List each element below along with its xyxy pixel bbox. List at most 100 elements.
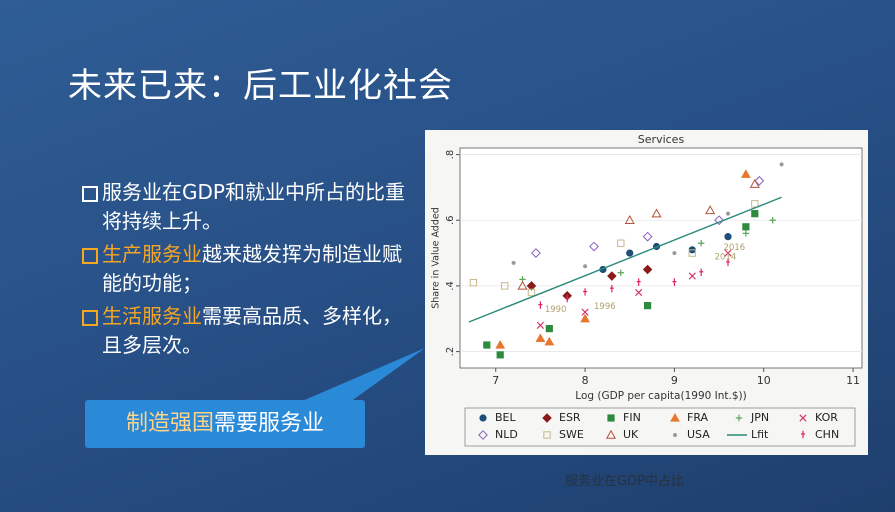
highlight-text: 生活服务业 (102, 304, 202, 328)
legend-label: JPN (750, 411, 769, 424)
legend-swatch (542, 413, 552, 423)
point-annotation: 1996 (594, 302, 616, 312)
y-tick-label: .6 (445, 215, 456, 225)
chart-title: Services (638, 133, 685, 146)
legend-box (464, 407, 856, 447)
legend-label: ESR (559, 411, 581, 424)
x-tick-label: 7 (492, 374, 499, 387)
legend-swatch (605, 429, 617, 439)
point (724, 233, 732, 241)
y-tick-label: .4 (445, 281, 456, 291)
point (769, 217, 776, 224)
point (544, 336, 555, 346)
legend-label: USA (687, 428, 710, 441)
callout: 制造强国需要服务业 (85, 400, 365, 448)
point (527, 288, 536, 297)
x-tick-label: 9 (671, 374, 678, 387)
highlight-text: 制造强国 (125, 411, 214, 436)
point (495, 340, 506, 349)
x-tick-label: 10 (757, 374, 771, 387)
bullet-text: 越来越发挥为制造业赋能的功能； (102, 242, 402, 295)
legend-swatch (735, 414, 743, 422)
fit-line (468, 196, 782, 323)
y-tick-label: .2 (445, 347, 456, 357)
point (483, 341, 491, 349)
legend-label: SWE (559, 428, 584, 441)
point (538, 301, 543, 309)
legend-swatch (672, 432, 677, 437)
legend-swatch (799, 414, 807, 422)
point (609, 284, 614, 293)
point (705, 205, 716, 215)
point (725, 211, 730, 216)
point (688, 272, 696, 280)
point (589, 241, 599, 252)
plot-area (459, 147, 863, 369)
legend-swatch (801, 430, 805, 439)
x-axis-label: Log (GDP per capita(1990 Int.$)) (575, 390, 746, 402)
point (565, 294, 570, 303)
point (651, 208, 662, 218)
point (636, 278, 641, 286)
point (580, 313, 590, 323)
legend-label: UK (623, 428, 639, 441)
bullet: 生活服务业需要高品质、多样化，且多层次。 (80, 302, 410, 360)
point (699, 268, 704, 276)
pointer-shape (300, 348, 425, 402)
legend-label: FIN (623, 411, 641, 424)
chart-box: Services .2 .4 .6 .8 7 8 9 10 11 Log (GDP per capi… (425, 130, 868, 455)
caption: 服务业在GDP中占比 (565, 474, 684, 489)
x-tick-label: 11 (846, 374, 860, 387)
point (617, 239, 625, 247)
chart: Services .2 .4 .6 .8 7 8 9 10 11 Log (GDP per capi… (431, 133, 863, 447)
bullet-box (82, 186, 98, 202)
y-tick-label: .8 (445, 150, 456, 160)
point (742, 223, 750, 231)
legend-label: CHN (815, 428, 839, 441)
point (626, 249, 634, 257)
point (583, 264, 588, 269)
point (688, 249, 696, 257)
point (642, 264, 653, 275)
point (536, 321, 545, 329)
bullet: 生产服务业越来越发挥为制造业赋能的功能； (80, 240, 410, 298)
point (698, 240, 705, 247)
point (751, 210, 759, 218)
point (624, 215, 635, 224)
point (517, 280, 528, 290)
bullet-text: 服务业在GDP和就业中所占的比重将持续上升。 (102, 180, 405, 233)
legend-swatch (670, 412, 680, 422)
bullet-text: 需要高品质、多样化，且多层次。 (102, 304, 402, 357)
bullet-list: 服务业在GDP和就业中所占的比重将持续上升。生产服务业越来越发挥为制造业赋能的功… (80, 178, 410, 364)
point (672, 251, 677, 256)
legend-swatch (478, 430, 488, 440)
point (740, 169, 751, 178)
point (742, 230, 750, 237)
point (531, 248, 541, 258)
point (672, 278, 677, 286)
legend-swatch (543, 431, 551, 439)
point (749, 178, 760, 188)
point (607, 271, 617, 281)
legend-swatch (479, 414, 487, 422)
point (469, 278, 478, 287)
point (581, 308, 589, 316)
point (583, 288, 588, 296)
point (535, 333, 546, 343)
legend-swatch (607, 414, 615, 422)
bullet-box (82, 310, 98, 326)
point (617, 269, 624, 276)
point (526, 281, 537, 291)
point (511, 260, 516, 265)
bullet: 服务业在GDP和就业中所占的比重将持续上升。 (80, 178, 410, 236)
point (545, 324, 553, 333)
point (779, 162, 784, 167)
point (500, 282, 509, 290)
slide-title: 未来已来：后工业化社会 (68, 66, 453, 106)
point-annotation: 1990 (545, 305, 567, 315)
x-tick-label: 8 (582, 374, 589, 387)
legend-label: BEL (495, 411, 516, 424)
point (751, 200, 759, 208)
